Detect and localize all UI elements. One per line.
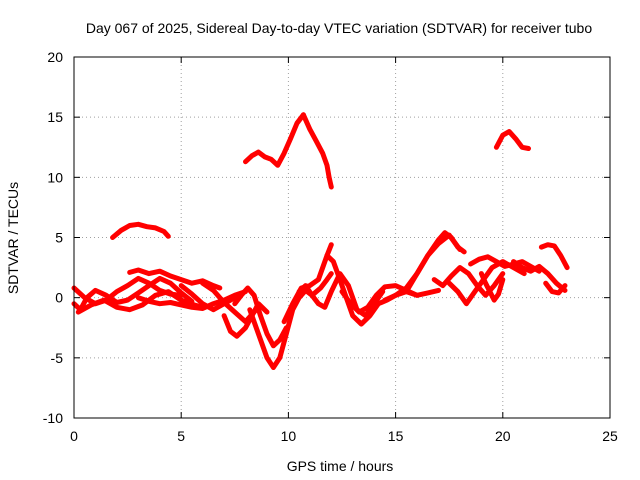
- series-arc-21: [478, 271, 506, 303]
- y-tick-label: 10: [47, 169, 63, 185]
- series-arc-26: [300, 112, 334, 190]
- y-axis-label: SDTVAR / TECUs: [5, 182, 21, 294]
- series-arc-17: [403, 230, 467, 295]
- y-tick-labels: -10 -5 0 5 10 15 20: [43, 49, 63, 426]
- y-tick-label: 5: [55, 230, 63, 246]
- x-tick-label: 5: [177, 428, 185, 444]
- series-arc-25: [243, 112, 306, 168]
- series-arc-23: [538, 242, 570, 271]
- x-tick-label: 25: [602, 428, 618, 444]
- series-arc-03: [75, 289, 206, 315]
- y-tick-label: 20: [47, 49, 63, 65]
- x-tick-label: 0: [70, 428, 78, 444]
- series-arc-05: [127, 267, 223, 291]
- series-arc-11: [247, 271, 334, 370]
- series-arc-27: [493, 129, 531, 151]
- series-arc-24: [543, 280, 568, 296]
- x-tick-label: 10: [281, 428, 297, 444]
- y-tick-label: -10: [43, 410, 63, 426]
- x-tick-labels: 0 5 10 15 20 25: [70, 428, 618, 444]
- series-arc-10: [232, 285, 289, 349]
- series-arc-22: [511, 259, 568, 293]
- series-arc-15: [339, 283, 441, 315]
- x-axis-label: GPS time / hours: [287, 458, 394, 474]
- y-tick-label: 0: [55, 290, 63, 306]
- grid-lines: [74, 57, 610, 418]
- plot-series: [71, 112, 570, 370]
- y-tick-label: 15: [47, 109, 63, 125]
- series-arc-13: [296, 271, 386, 319]
- y-tick-label: -5: [51, 350, 64, 366]
- axis-ticks: [73, 56, 611, 419]
- chart-title: Day 067 of 2025, Sidereal Day-to-day VTE…: [86, 20, 593, 36]
- x-tick-label: 20: [495, 428, 511, 444]
- series-arc-04: [110, 221, 171, 240]
- series-arc-20: [468, 254, 542, 274]
- x-tick-label: 15: [388, 428, 404, 444]
- series-arc-18: [431, 265, 506, 298]
- series-arc-06: [135, 289, 248, 311]
